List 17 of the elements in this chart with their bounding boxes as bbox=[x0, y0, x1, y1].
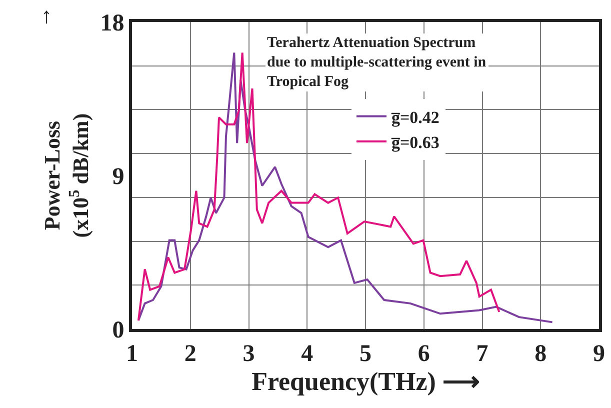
x-tick-label: 9 bbox=[593, 340, 605, 367]
x-tick-label: 8 bbox=[534, 340, 547, 367]
text: Terahertz Attenuation Spectrum due to multiple-scattering event in Tropical Fog bbox=[267, 35, 487, 90]
x-tick-label: 5 bbox=[360, 340, 372, 367]
x-axis-title: Frequency(THz) ⟶ bbox=[252, 366, 480, 396]
x-tick-label: 6 bbox=[418, 340, 430, 367]
x-tick-label: 4 bbox=[301, 340, 314, 367]
x-tick-label: 7 bbox=[476, 340, 488, 367]
y-tick-label: 9 bbox=[112, 164, 124, 190]
x-tick-label: 1 bbox=[126, 340, 138, 367]
y-tick-label: 18 bbox=[100, 10, 124, 36]
legend-label: g̅=0.63 bbox=[390, 133, 440, 152]
x-tick-label: 2 bbox=[184, 340, 196, 367]
text: ↑ bbox=[41, 3, 52, 28]
x-tick-label: 3 bbox=[242, 340, 255, 367]
legend-label: g̅=0.42 bbox=[390, 108, 440, 127]
y-tick-label: 0 bbox=[112, 317, 124, 344]
